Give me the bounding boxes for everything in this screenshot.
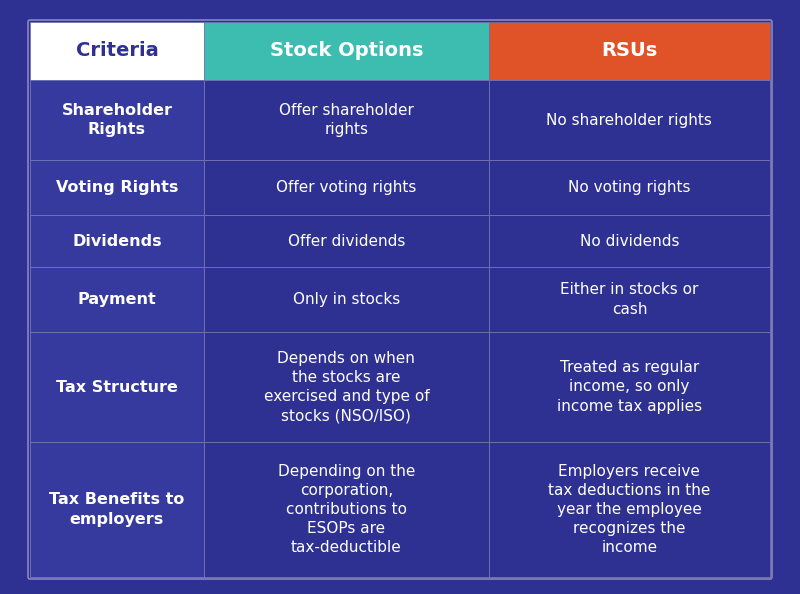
FancyBboxPatch shape (30, 215, 204, 267)
Text: Payment: Payment (78, 292, 156, 307)
FancyBboxPatch shape (204, 332, 489, 442)
FancyBboxPatch shape (489, 22, 770, 80)
Text: Offer dividends: Offer dividends (288, 233, 405, 248)
Text: Shareholder
Rights: Shareholder Rights (62, 103, 173, 137)
Text: Either in stocks or
cash: Either in stocks or cash (560, 282, 698, 317)
FancyBboxPatch shape (204, 160, 489, 215)
FancyBboxPatch shape (489, 332, 770, 442)
Text: RSUs: RSUs (602, 42, 658, 61)
Text: Criteria: Criteria (75, 42, 158, 61)
FancyBboxPatch shape (30, 267, 204, 332)
FancyBboxPatch shape (489, 80, 770, 160)
Text: Voting Rights: Voting Rights (56, 180, 178, 195)
FancyBboxPatch shape (204, 215, 489, 267)
Text: Depending on the
corporation,
contributions to
ESOPs are
tax-deductible: Depending on the corporation, contributi… (278, 463, 415, 555)
Text: Depends on when
the stocks are
exercised and type of
stocks (NSO/ISO): Depends on when the stocks are exercised… (263, 350, 429, 424)
Text: Offer shareholder
rights: Offer shareholder rights (279, 103, 414, 137)
Text: Dividends: Dividends (72, 233, 162, 248)
FancyBboxPatch shape (489, 267, 770, 332)
FancyBboxPatch shape (30, 160, 204, 215)
Text: No dividends: No dividends (580, 233, 679, 248)
FancyBboxPatch shape (489, 160, 770, 215)
Text: Employers receive
tax deductions in the
year the employee
recognizes the
income: Employers receive tax deductions in the … (548, 463, 710, 555)
Text: Stock Options: Stock Options (270, 42, 423, 61)
Text: Tax Benefits to
employers: Tax Benefits to employers (50, 492, 185, 527)
Text: No shareholder rights: No shareholder rights (546, 112, 712, 128)
FancyBboxPatch shape (204, 442, 489, 577)
FancyBboxPatch shape (30, 22, 204, 80)
FancyBboxPatch shape (204, 22, 489, 80)
Text: Only in stocks: Only in stocks (293, 292, 400, 307)
FancyBboxPatch shape (204, 267, 489, 332)
FancyBboxPatch shape (30, 80, 204, 160)
Text: No voting rights: No voting rights (568, 180, 690, 195)
FancyBboxPatch shape (204, 80, 489, 160)
FancyBboxPatch shape (30, 442, 204, 577)
FancyBboxPatch shape (30, 332, 204, 442)
Text: Offer voting rights: Offer voting rights (276, 180, 417, 195)
FancyBboxPatch shape (489, 215, 770, 267)
FancyBboxPatch shape (489, 442, 770, 577)
Text: Treated as regular
income, so only
income tax applies: Treated as regular income, so only incom… (557, 361, 702, 413)
Text: Tax Structure: Tax Structure (56, 380, 178, 394)
